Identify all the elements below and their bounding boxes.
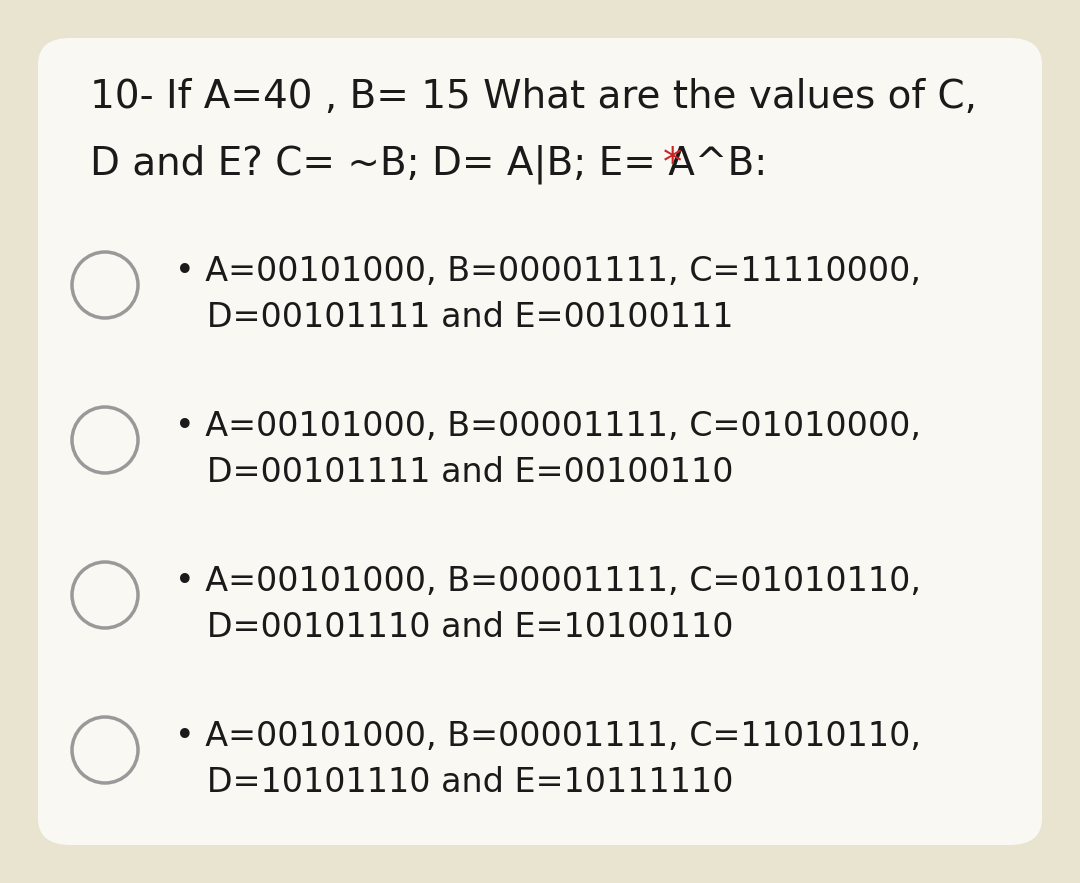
Text: D=00101111 and E=00100110: D=00101111 and E=00100110 xyxy=(175,456,733,489)
Text: • A=00101000, B=00001111, C=01010110,: • A=00101000, B=00001111, C=01010110, xyxy=(175,565,921,598)
Text: *: * xyxy=(663,145,683,183)
Text: D=00101110 and E=10100110: D=00101110 and E=10100110 xyxy=(175,611,733,644)
Text: • A=00101000, B=00001111, C=01010000,: • A=00101000, B=00001111, C=01010000, xyxy=(175,410,921,443)
Text: D=00101111 and E=00100111: D=00101111 and E=00100111 xyxy=(175,301,733,334)
Text: 10- If A=40 , B= 15 What are the values of C,: 10- If A=40 , B= 15 What are the values … xyxy=(90,78,977,116)
Text: • A=00101000, B=00001111, C=11010110,: • A=00101000, B=00001111, C=11010110, xyxy=(175,720,921,753)
FancyBboxPatch shape xyxy=(38,38,1042,845)
Text: • A=00101000, B=00001111, C=11110000,: • A=00101000, B=00001111, C=11110000, xyxy=(175,255,921,288)
Text: D and E? C= ~B; D= A|B; E= A^B:: D and E? C= ~B; D= A|B; E= A^B: xyxy=(90,145,780,185)
Text: D=10101110 and E=10111110: D=10101110 and E=10111110 xyxy=(175,766,733,799)
